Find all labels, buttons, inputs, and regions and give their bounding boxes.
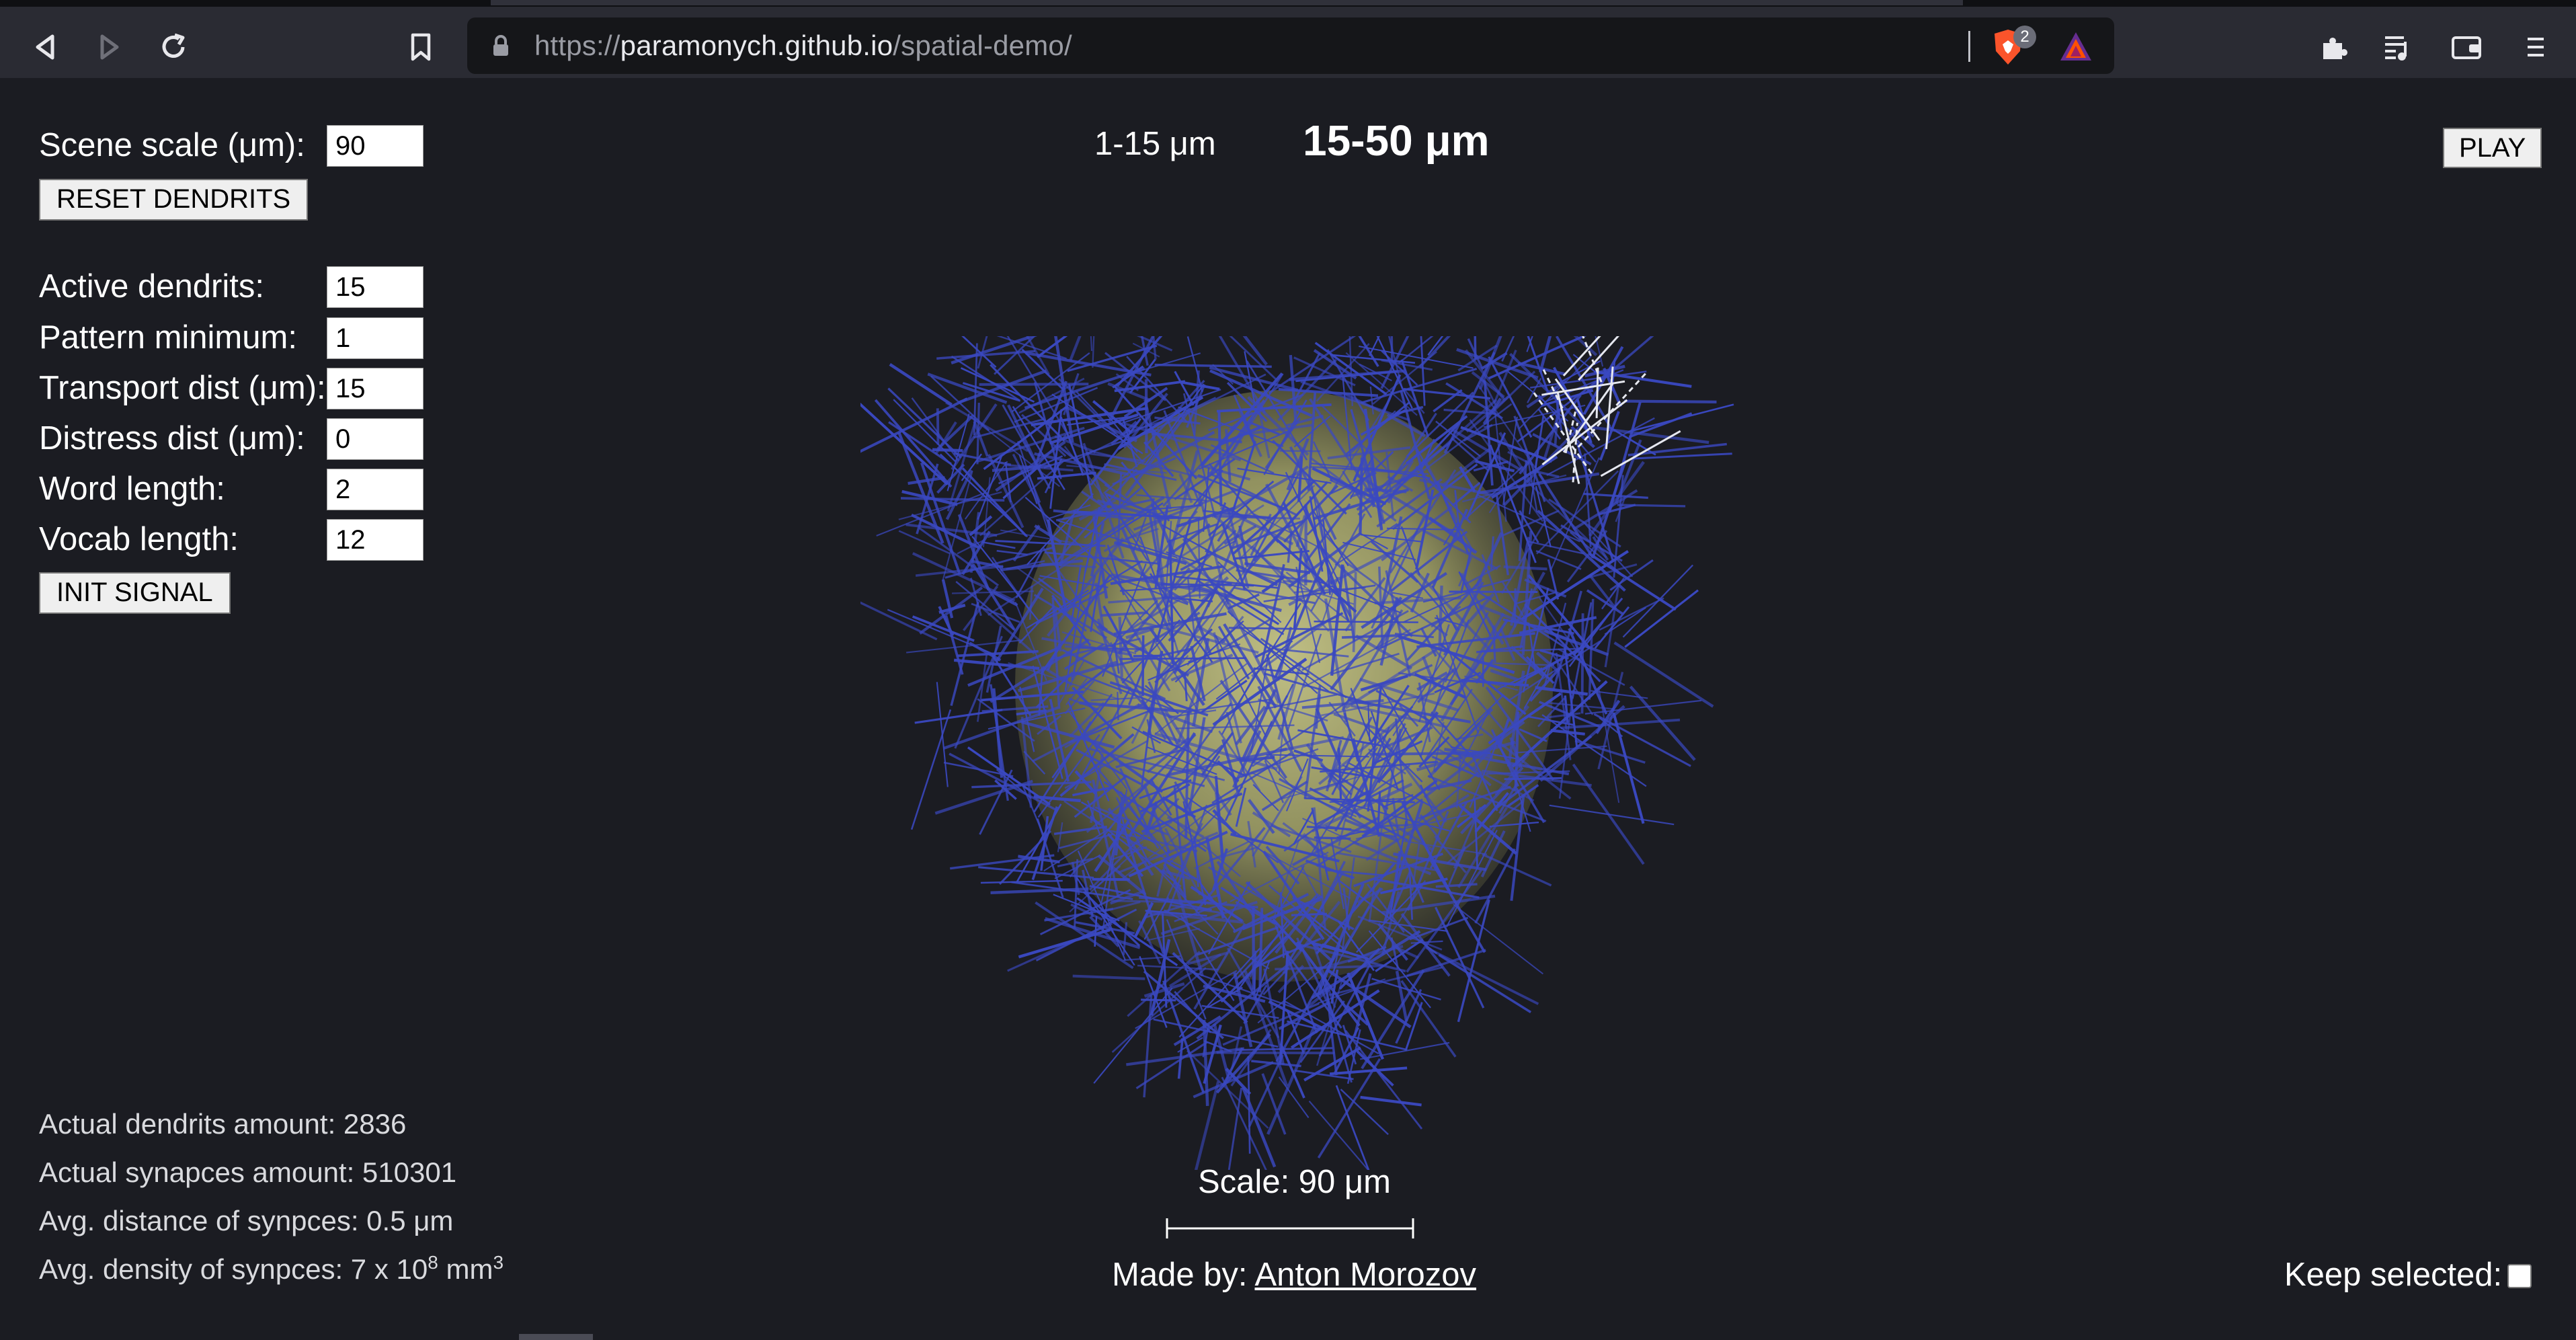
address-bar[interactable]: https://paramonych.github.io/spatial-dem… <box>467 17 2114 74</box>
play-button[interactable]: PLAY <box>2443 128 2542 168</box>
transport-dist-label: Transport dist (μm): <box>39 370 326 406</box>
active-dendrits-input[interactable]: 15 <box>327 266 424 308</box>
transport-dist-input[interactable]: 15 <box>327 368 424 409</box>
scene-scale-input[interactable]: 90 <box>327 125 424 167</box>
reload-icon <box>162 33 185 58</box>
browser-toolbar: https://paramonych.github.io/spatial-dem… <box>0 7 2576 78</box>
vocab-length-label: Vocab length: <box>39 521 239 557</box>
tab-strip <box>0 0 2576 7</box>
stat-synapses-amount: Actual synapces amount: 510301 <box>39 1156 457 1188</box>
reload-button[interactable] <box>152 26 195 69</box>
word-length-input[interactable]: 2 <box>327 469 424 510</box>
author-link[interactable]: Anton Morozov <box>1254 1257 1477 1293</box>
distress-dist-input[interactable]: 0 <box>327 418 424 460</box>
scene-scale-caption: Scale: 90 μm <box>1198 1164 1391 1200</box>
stat-avg-density: Avg. density of synpces: 7 x 108 mm3 <box>39 1252 504 1285</box>
active-tab[interactable] <box>491 0 1963 5</box>
menu-button[interactable] <box>2514 26 2557 69</box>
url-text[interactable]: https://paramonych.github.io/spatial-dem… <box>534 30 1072 61</box>
lock-icon <box>493 35 508 56</box>
url-divider <box>1968 31 1970 62</box>
stat-avg-distance: Avg. distance of synpces: 0.5 μm <box>39 1205 454 1236</box>
dendrite-scene-canvas[interactable] <box>860 336 1734 1170</box>
pattern-minimum-input[interactable]: 1 <box>327 317 424 359</box>
back-icon <box>36 34 54 60</box>
bookmark-icon <box>411 33 431 61</box>
scale-option-large[interactable]: 15-50 μm <box>1303 116 1490 165</box>
active-dendrits-label: Active dendrits: <box>39 268 264 305</box>
stat-dendrits-amount: Actual dendrits amount: 2836 <box>39 1108 407 1140</box>
bookmark-button[interactable] <box>399 26 442 69</box>
shield-count-badge: 2 <box>2013 26 2036 48</box>
init-signal-button[interactable]: INIT SIGNAL <box>39 572 231 614</box>
reset-dendrits-button[interactable]: RESET DENDRITS <box>39 179 309 221</box>
scale-bar <box>1166 1218 1414 1238</box>
word-length-label: Word length: <box>39 471 225 507</box>
wallet-button[interactable] <box>2446 26 2489 69</box>
horizontal-scrollbar[interactable] <box>519 1334 593 1340</box>
rewards-triangle-icon[interactable] <box>2058 30 2094 63</box>
hamburger-icon <box>2528 38 2544 56</box>
back-button[interactable] <box>24 26 67 69</box>
dendrite-lines <box>860 336 1734 1170</box>
vocab-length-input[interactable]: 12 <box>327 519 424 561</box>
distress-dist-label: Distress dist (μm): <box>39 420 305 457</box>
playlist-icon <box>2385 36 2407 61</box>
made-by-credit: Made by: Anton Morozov <box>1112 1257 1477 1293</box>
scene-scale-label: Scene scale (μm): <box>39 127 305 163</box>
active-dendrite-lines <box>1533 336 1681 484</box>
forward-button[interactable] <box>87 26 130 69</box>
scale-option-small[interactable]: 1-15 μm <box>1094 126 1216 162</box>
media-queue-button[interactable] <box>2376 26 2419 69</box>
extensions-button[interactable] <box>2312 26 2356 69</box>
keep-selected-checkbox[interactable] <box>2507 1264 2532 1288</box>
pattern-minimum-label: Pattern minimum: <box>39 319 297 356</box>
puzzle-icon <box>2323 38 2347 59</box>
forward-icon <box>100 34 119 60</box>
wallet-icon <box>2452 36 2481 59</box>
keep-selected-label: Keep selected: <box>2284 1257 2503 1293</box>
